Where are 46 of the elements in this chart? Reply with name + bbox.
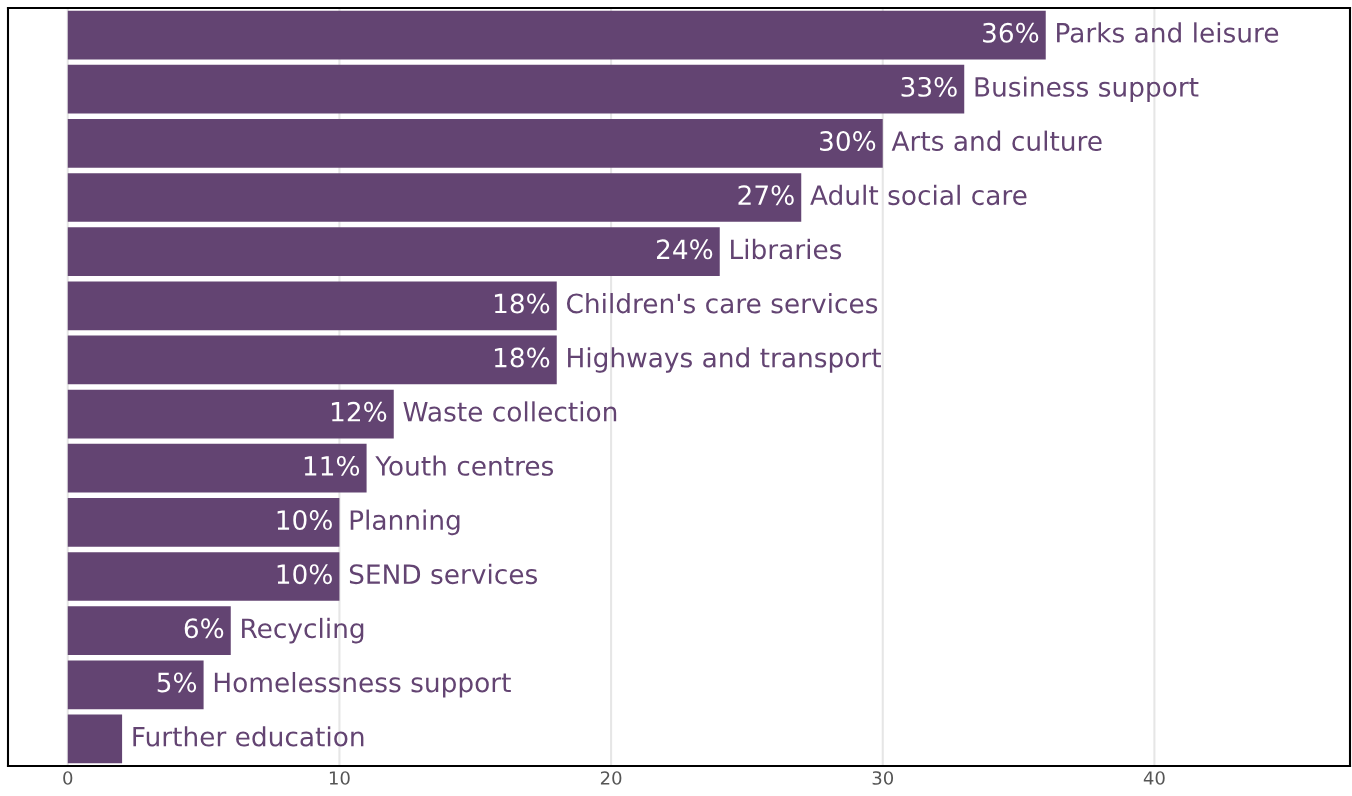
bar bbox=[67, 64, 965, 114]
x-tick-label: 40 bbox=[1143, 771, 1165, 785]
bar bbox=[67, 118, 883, 168]
x-tick-label: 10 bbox=[329, 771, 350, 785]
y-tick-label: Business support bbox=[975, 76, 1199, 102]
data-label: 11% bbox=[304, 455, 360, 476]
bar bbox=[67, 173, 802, 222]
y-tick-label: Parks and leisure bbox=[1057, 22, 1279, 43]
y-tick-label: Arts and culture bbox=[891, 130, 1102, 152]
y-tick-label: SEND services bbox=[349, 563, 538, 585]
bar bbox=[67, 660, 204, 710]
data-label: 24% bbox=[656, 239, 713, 260]
bar bbox=[67, 443, 367, 493]
bar bbox=[67, 497, 340, 547]
data-label: 36% bbox=[983, 22, 1039, 43]
y-tick-label: Waste collection bbox=[403, 401, 617, 422]
data-label: 5% bbox=[157, 672, 197, 693]
x-tick-label: 30 bbox=[872, 771, 894, 785]
y-tick-label: Children's care services bbox=[566, 293, 878, 314]
y-tick-label: Recycling bbox=[242, 617, 364, 644]
x-tick-label: 20 bbox=[600, 771, 622, 785]
bar bbox=[67, 552, 340, 601]
y-tick-label: Further education bbox=[133, 726, 364, 747]
data-label: 18% bbox=[494, 293, 550, 314]
bar bbox=[67, 714, 123, 764]
x-tick-label: 0 bbox=[63, 771, 73, 785]
data-label: 27% bbox=[738, 185, 794, 206]
data-label: 30% bbox=[820, 131, 876, 152]
y-tick-label: Youth centres bbox=[375, 455, 554, 476]
bar bbox=[67, 606, 231, 656]
data-label: 12% bbox=[331, 401, 387, 422]
bar bbox=[67, 227, 720, 277]
data-label: 10% bbox=[277, 510, 332, 531]
data-label: 6% bbox=[184, 618, 224, 639]
y-tick-label: Planning bbox=[350, 509, 460, 536]
y-tick-label: Homelessness support bbox=[214, 672, 511, 698]
data-label: 10% bbox=[277, 564, 332, 585]
y-tick-label: Highways and transport bbox=[568, 347, 881, 373]
bar bbox=[67, 281, 557, 331]
y-tick-label: Libraries bbox=[731, 238, 842, 260]
bar bbox=[67, 389, 394, 439]
data-label: 33% bbox=[901, 76, 957, 97]
bar bbox=[67, 335, 557, 385]
y-tick-label: Adult social care bbox=[810, 184, 1027, 206]
data-label: 18% bbox=[494, 347, 550, 368]
bar bbox=[67, 10, 1046, 60]
